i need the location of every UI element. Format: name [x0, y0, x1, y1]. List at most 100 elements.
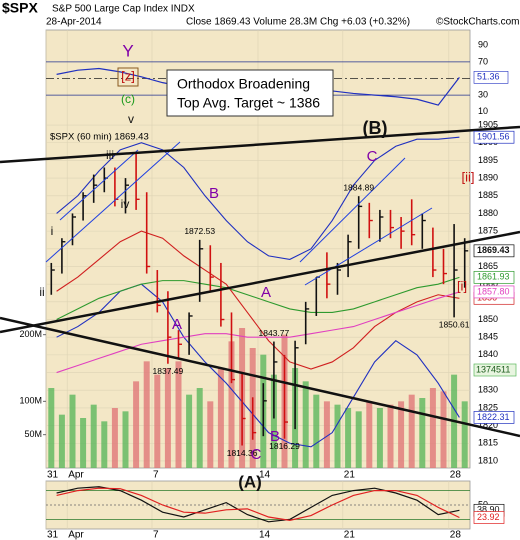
volume-bar	[48, 388, 55, 468]
price-point-label: 1816.29	[269, 441, 300, 451]
x-tick-label: 21	[344, 470, 356, 481]
x-tick-label: 21	[344, 530, 356, 540]
end-label: 51.36	[477, 72, 500, 82]
end-label: 1869.43	[477, 245, 510, 255]
x-tick-label: 28	[450, 530, 462, 540]
volume-tick-label: 50M	[24, 429, 42, 439]
volume-bar	[90, 404, 97, 468]
end-label-box	[473, 244, 515, 258]
top-tick-label: 10	[478, 106, 488, 116]
volume-bar	[355, 411, 362, 468]
end-label: 1861.93	[477, 272, 510, 282]
volume-bar	[387, 404, 394, 468]
channel-line	[45, 141, 181, 263]
volume-bar	[143, 361, 150, 468]
y-tick-label: 1820	[478, 420, 498, 430]
end-label: 38.90	[477, 505, 500, 515]
y-tick-label: 1895	[478, 155, 498, 165]
end-label: 1901.56	[477, 132, 510, 142]
price-point-label: 1850.61	[439, 320, 470, 330]
wave-label: A	[172, 316, 182, 333]
wave-label: [z]	[121, 68, 135, 83]
top-tick-label: 70	[478, 56, 488, 66]
channel-line	[299, 157, 406, 263]
wave-label: (A)	[238, 472, 262, 491]
volume-bar	[440, 391, 447, 468]
y-tick-label: 1845	[478, 332, 498, 342]
volume-tick-label: 100M	[19, 396, 42, 406]
volume-tick-label: 200M	[19, 329, 42, 339]
x-tick-label: 14	[259, 470, 271, 481]
end-label: 1857.80	[477, 286, 510, 296]
wave-label: v	[128, 112, 134, 126]
volume-bar	[334, 404, 341, 468]
price-point-label: 1814.36	[227, 448, 258, 458]
volume-bar	[366, 401, 373, 468]
y-tick-label: 1885	[478, 190, 498, 200]
volume-bar	[398, 401, 405, 468]
wave-label: i	[51, 224, 54, 238]
end-label-box	[473, 511, 505, 524]
volume-bar	[154, 374, 161, 468]
volume-end-label: 1374511	[476, 364, 510, 374]
y-tick-label: 1880	[478, 208, 498, 218]
trendlines	[0, 125, 520, 438]
volume-bar	[323, 401, 330, 468]
volume-bar	[186, 394, 193, 468]
wave-label: C	[251, 446, 262, 463]
price-point-label: 1884.89	[343, 182, 374, 192]
volume-bar	[270, 374, 277, 468]
volume-bar	[196, 388, 203, 468]
end-label-box	[473, 130, 515, 144]
oscillator-line	[56, 487, 460, 521]
price-point-label: 1837.49	[153, 366, 184, 376]
top-tick-label: 90	[478, 40, 488, 50]
volume-bar	[69, 394, 76, 468]
wave-label: B	[209, 185, 219, 202]
trendline	[0, 230, 520, 334]
volume-bar	[228, 341, 235, 468]
volume-bar	[207, 401, 214, 468]
wave-label: [ii]	[462, 169, 475, 184]
oscillator-line	[56, 486, 460, 523]
end-label-box	[473, 71, 509, 84]
volume-bar	[302, 381, 309, 468]
y-tick-label: 1875	[478, 226, 498, 236]
volume-bar	[461, 401, 468, 468]
volume-bar	[376, 408, 383, 468]
credit: ©StockCharts.com	[436, 17, 520, 28]
end-label-box	[473, 285, 515, 299]
x-tick-label: 14	[259, 530, 271, 540]
channel-line	[304, 207, 433, 286]
wave-label: C	[367, 148, 378, 165]
chart-title: $SPX	[2, 0, 38, 16]
date: 28-Apr-2014	[46, 17, 102, 28]
volume-bar	[313, 394, 320, 468]
wave-label: (c)	[121, 92, 135, 106]
end-label-box	[473, 270, 515, 284]
wave-label: [i]	[457, 278, 467, 293]
y-tick-label: 1815	[478, 438, 498, 448]
moving-average	[56, 291, 460, 374]
annotation-line: Top Avg. Target ~ 1386	[177, 95, 320, 111]
wave-label: A	[261, 284, 271, 301]
volume-bar	[101, 421, 108, 468]
x-tick-label: 31	[47, 470, 59, 481]
y-tick-label: 1825	[478, 402, 498, 412]
y-tick-label: 1850	[478, 314, 498, 324]
y-tick-label: 1840	[478, 349, 498, 359]
wave-label: B	[270, 428, 280, 445]
channel-line	[59, 149, 139, 221]
price-legend: $SPX (60 min) 1869.43	[50, 132, 149, 143]
chart-subtitle: S&P 500 Large Cap Index INDX	[52, 4, 195, 15]
volume-bar	[111, 408, 118, 468]
volume-bar	[133, 381, 140, 468]
y-tick-label: 1905	[478, 119, 498, 129]
price-point-label: 1872.53	[184, 226, 215, 236]
x-tick-label: 7	[153, 530, 159, 540]
volume-bar	[164, 368, 171, 468]
moving-average	[56, 136, 460, 260]
volume-bar	[58, 414, 65, 468]
volume-bar	[175, 361, 182, 468]
wave-label: iii	[106, 148, 114, 162]
